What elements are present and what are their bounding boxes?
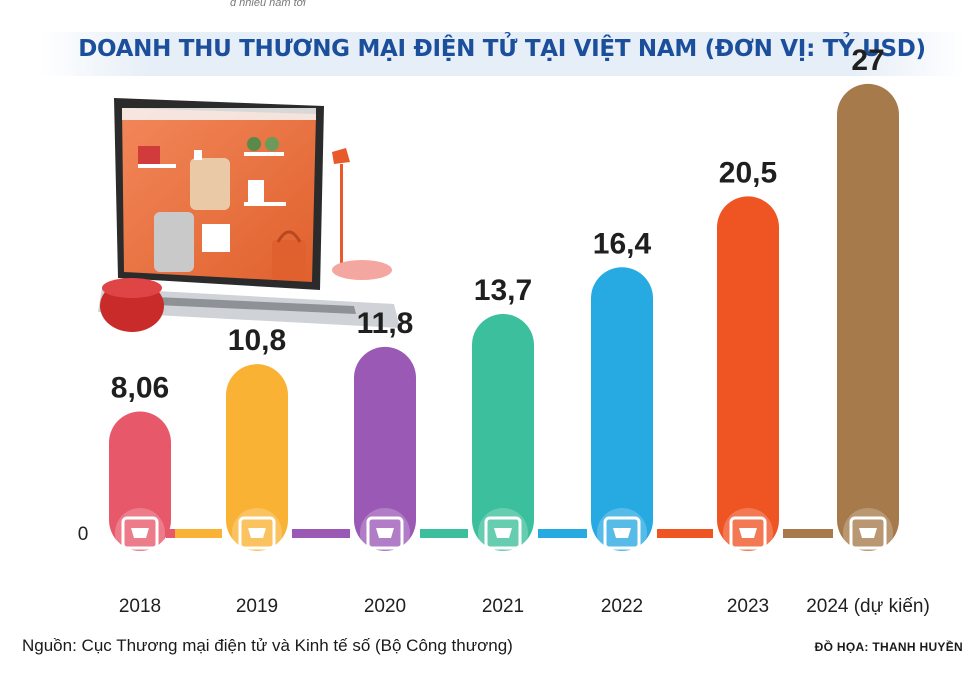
growth-chart-icon: [478, 508, 528, 558]
value-label: 16,4: [593, 227, 652, 260]
value-labels: 8,06 10,8 11,8 13,7 16,4 20,5 27: [111, 44, 885, 405]
x-tick-label: 2019: [236, 596, 278, 617]
laptop-shop-illustration: [94, 92, 408, 344]
source-note: Nguồn: Cục Thương mại điện tử và Kinh tế…: [22, 636, 513, 655]
bar-2021: [472, 313, 534, 551]
connector-segment: [420, 529, 468, 538]
value-label: 11,8: [357, 307, 414, 340]
connector-segment: [292, 529, 350, 538]
x-tick-label: 2022: [601, 596, 643, 617]
monitor-cart-icon: [115, 508, 165, 558]
bar-icons: [115, 508, 893, 558]
x-tick-label: 2018: [119, 596, 161, 617]
connector-segment: [783, 529, 833, 538]
connector-segment: [657, 529, 713, 538]
connector-segment: [538, 529, 587, 538]
value-label: 8,06: [111, 372, 169, 405]
connector-segments: [166, 529, 833, 538]
bar-2020: [354, 346, 416, 551]
x-tick-label: 2024 (dự kiến): [806, 596, 930, 617]
bar-2024: [837, 83, 899, 552]
x-tick-label: 2021: [482, 596, 524, 617]
value-label: 27: [851, 44, 884, 77]
value-label: 10,8: [228, 324, 286, 357]
tablet-icon: [597, 508, 647, 558]
title-band: [40, 32, 964, 76]
y-zero-label: 0: [78, 524, 89, 545]
cutoff-caption: g nhiều năm tới: [230, 0, 306, 6]
value-label: 13,7: [474, 274, 532, 307]
x-axis-tick-labels: 2018 2019 2020 2021 2022 2023 2024 (dự kiến): [119, 596, 930, 617]
graphic-credit: ĐỒ HỌA: THANH HUYỀN: [814, 640, 963, 654]
bar-2019: [226, 364, 288, 551]
x-tick-label: 2020: [364, 596, 406, 617]
connector-segment: [175, 529, 222, 538]
bar-2022: [591, 267, 653, 551]
bars: [109, 83, 899, 552]
shopping-bag-icon: [360, 508, 410, 558]
bar-2018: [109, 411, 171, 551]
cart-plus-icon: [723, 508, 773, 558]
x-tick-label: 2023: [727, 596, 769, 617]
value-label: 20,5: [719, 156, 777, 189]
basket-icon: [232, 508, 282, 558]
chart-title: DOANH THU THƯƠNG MẠI ĐIỆN TỬ TẠI VIỆT NA…: [78, 36, 926, 62]
bar-2023: [717, 196, 779, 551]
laptop-cart-icon: [843, 508, 893, 558]
